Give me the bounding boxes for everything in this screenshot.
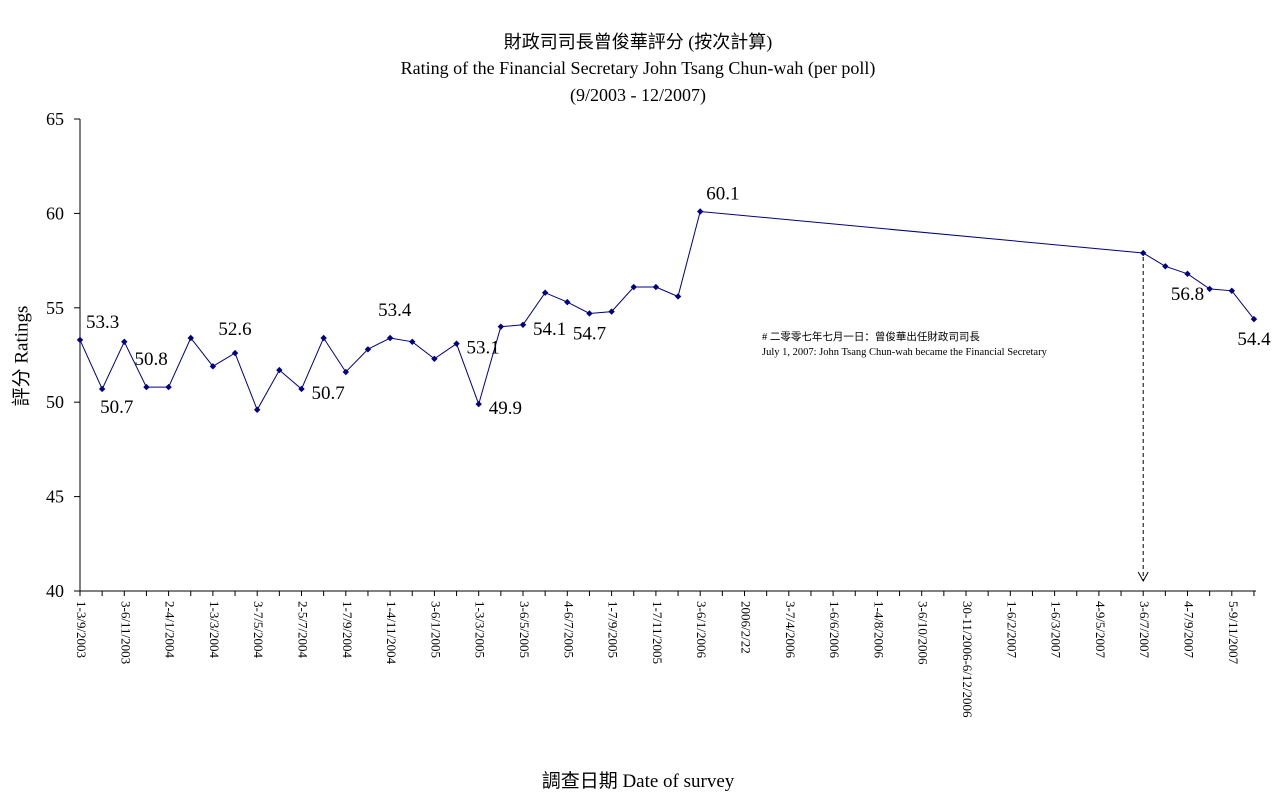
data-label: 53.4 xyxy=(378,300,412,321)
x-tick-label: 1-6/2/2007 xyxy=(1004,601,1019,659)
x-tick-label: 5-9/11/2007 xyxy=(1226,601,1241,665)
data-label: 56.8 xyxy=(1171,284,1204,305)
x-tick-label: 3-6/7/2007 xyxy=(1137,601,1152,659)
data-point-marker xyxy=(586,310,593,317)
data-point-marker xyxy=(209,363,217,370)
data-label: 52.6 xyxy=(218,319,251,340)
x-tick-label: 2-4/1/2004 xyxy=(163,601,178,659)
data-point-marker xyxy=(276,366,283,374)
data-point-marker xyxy=(453,340,460,347)
data-label: 50.8 xyxy=(134,349,167,370)
data-point-marker xyxy=(652,283,660,291)
data-label: 49.9 xyxy=(489,398,522,419)
x-tick-label: 3-6/11/2003 xyxy=(118,601,133,664)
y-tick-label: 40 xyxy=(46,581,64,601)
data-point-marker xyxy=(298,385,305,393)
x-tick-label: 1-6/6/2006 xyxy=(827,601,842,659)
x-tick-label: 1-6/3/2007 xyxy=(1049,601,1064,659)
chart-period: (9/2003 - 12/2007) xyxy=(570,85,706,105)
data-point-marker xyxy=(519,321,527,328)
data-point-marker xyxy=(674,293,682,300)
x-tick-label: 4-9/5/2007 xyxy=(1093,601,1108,659)
data-point-marker xyxy=(121,338,128,345)
x-tick-label: 3-7/4/2006 xyxy=(783,601,798,659)
x-tick-label: 2-5/7/2004 xyxy=(296,601,311,659)
x-tick-label: 1-4/11/2004 xyxy=(384,601,399,665)
data-point-marker xyxy=(1162,263,1169,270)
data-point-marker xyxy=(409,338,416,345)
data-point-marker xyxy=(1184,270,1191,278)
data-point-marker xyxy=(608,308,615,315)
data-point-marker xyxy=(187,334,194,342)
data-point-marker xyxy=(1206,285,1213,293)
series-line xyxy=(79,210,1255,411)
y-tick-label: 60 xyxy=(46,203,64,223)
data-point-marker xyxy=(386,334,394,342)
data-point-marker xyxy=(1250,315,1258,323)
data-point-marker xyxy=(342,368,349,376)
x-tick-label: 1-3/3/2004 xyxy=(207,601,222,659)
x-tick-label: 30-11/2006-6/12/2006 xyxy=(960,601,975,718)
data-point-marker xyxy=(431,355,438,362)
x-tick-label: 3-6/1/2006 xyxy=(694,601,709,659)
data-point-marker xyxy=(630,283,637,291)
x-tick-label: 1-7/11/2005 xyxy=(650,601,665,664)
data-point-marker xyxy=(76,336,84,344)
data-point-marker xyxy=(475,400,482,408)
data-point-marker xyxy=(497,323,505,330)
x-tick-label: 1-3/9/2003 xyxy=(74,601,89,658)
data-label: 54.7 xyxy=(573,323,606,344)
x-tick-label: 3-7/5/2004 xyxy=(251,601,266,659)
data-point-marker xyxy=(541,289,549,296)
data-point-marker xyxy=(1140,249,1147,257)
data-point-marker xyxy=(254,406,261,413)
annotation-line-chinese: # 二零零七年七月一日：曾俊華出任財政司司長 xyxy=(762,332,980,343)
x-tick-label: 1-7/9/2004 xyxy=(340,601,355,659)
chart-subtitle: Rating of the Financial Secretary John T… xyxy=(400,58,876,78)
data-label: 50.7 xyxy=(100,397,133,418)
data-label: 54.1 xyxy=(533,319,566,340)
x-tick-label: 1-3/3/2005 xyxy=(473,601,488,658)
data-point-marker xyxy=(364,346,372,353)
x-tick-label: 1-7/9/2005 xyxy=(606,601,621,658)
data-point-marker xyxy=(143,383,150,391)
data-point-marker xyxy=(697,208,704,215)
x-tick-label: 3-6/1/2005 xyxy=(428,601,443,658)
x-tick-label: 1-4/8/2006 xyxy=(871,601,886,659)
annotation-line-english: July 1, 2007: John Tsang Chun-wah became… xyxy=(762,347,1047,358)
data-label: 53.1 xyxy=(467,338,500,359)
x-tick-label: 3-6/10/2006 xyxy=(916,601,931,665)
chart-title: 財政司司長曾俊華評分 (按次計算) xyxy=(503,32,773,52)
data-point-marker xyxy=(320,334,327,342)
x-axis-ticks: 1-3/9/2003 3-6/11/2003 2-4/1/2004 1-3/3/200… xyxy=(74,591,1255,718)
data-label: 50.7 xyxy=(312,383,345,404)
x-tick-label: 4-6/7/2005 xyxy=(561,601,576,658)
x-tick-label: 3-6/5/2005 xyxy=(517,601,532,658)
data-label: 54.4 xyxy=(1237,329,1271,350)
series-group xyxy=(76,208,1258,413)
annotation-group xyxy=(1137,257,1149,583)
data-labels-group: 53.3 50.7 50.8 52.6 50.7 53.4 53.1 49.9 54.1 54.7… xyxy=(86,184,1271,420)
data-label: 53.3 xyxy=(86,312,119,333)
data-point-marker xyxy=(1228,287,1235,295)
y-tick-label: 65 xyxy=(46,109,64,129)
annotation-arrowhead xyxy=(1137,571,1149,583)
data-label: 60.1 xyxy=(706,184,739,205)
y-tick-label: 55 xyxy=(46,298,64,318)
x-axis-title: 調查日期 Date of survey xyxy=(541,771,735,792)
y-tick-label: 45 xyxy=(46,487,64,507)
x-tick-label: 2006/2/22 xyxy=(739,601,754,654)
data-point-marker xyxy=(165,383,172,391)
data-point-marker xyxy=(98,385,106,393)
data-point-marker xyxy=(564,298,571,306)
y-axis-ticks: 40 45 50 55 60 65 xyxy=(46,109,80,601)
x-tick-label: 4-7/9/2007 xyxy=(1182,601,1197,659)
data-point-marker xyxy=(231,349,239,357)
chart-axes xyxy=(79,119,1256,592)
y-tick-label: 50 xyxy=(46,392,64,412)
